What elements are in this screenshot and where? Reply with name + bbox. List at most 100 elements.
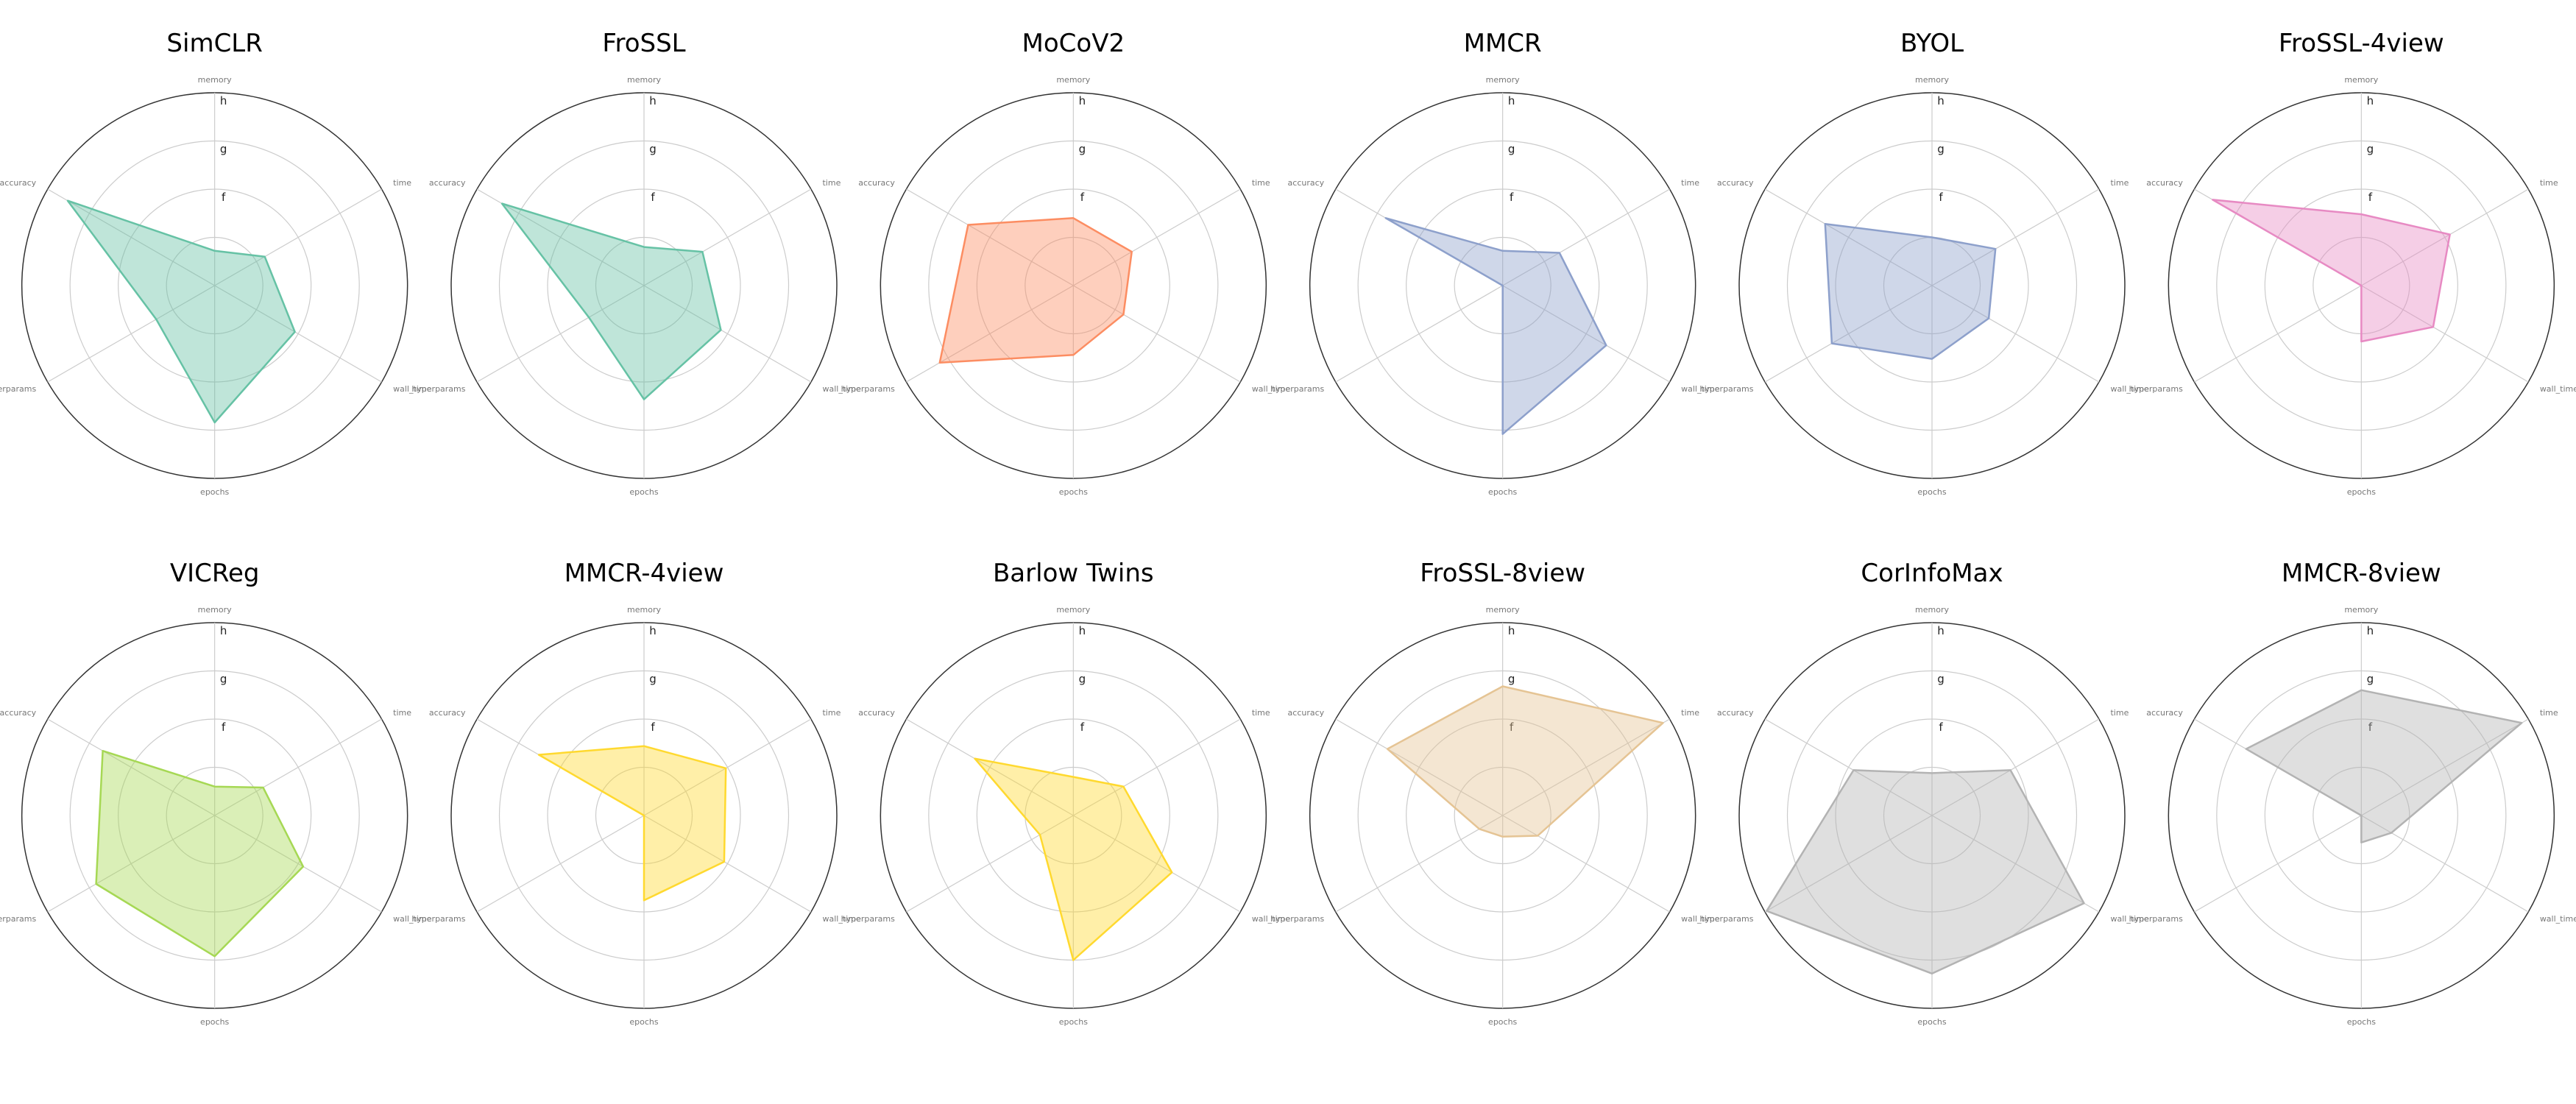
axis-spoke bbox=[214, 285, 382, 383]
ring-label: g bbox=[1079, 673, 1086, 686]
axis-spoke bbox=[906, 188, 1074, 286]
axis-spoke bbox=[1502, 718, 1670, 816]
axis-spoke bbox=[1502, 285, 1670, 383]
panel-title: MoCoV2 bbox=[1022, 29, 1125, 58]
axis-label: accuracy bbox=[858, 178, 895, 188]
axis-label: epochs bbox=[1059, 1017, 1088, 1027]
ring-label: g bbox=[1508, 673, 1515, 686]
panel-title: FroSSL bbox=[602, 29, 685, 58]
axis-spoke bbox=[2361, 188, 2529, 286]
panel-title: FroSSL-8view bbox=[1420, 559, 1585, 588]
axis-label: time bbox=[1681, 708, 1699, 718]
axis-label: epochs bbox=[629, 1017, 658, 1027]
panel-title: MMCR bbox=[1464, 29, 1542, 58]
axis-spoke bbox=[1931, 718, 2100, 816]
axis-label: hyperparams bbox=[411, 384, 465, 394]
axis-label: epochs bbox=[1917, 1017, 1946, 1027]
axis-spoke bbox=[47, 188, 215, 286]
panel-title: VICReg bbox=[170, 559, 260, 588]
data-polygon bbox=[537, 745, 727, 902]
ring-label: g bbox=[220, 143, 227, 156]
axis-label: memory bbox=[198, 75, 232, 85]
ring-label: f bbox=[1080, 191, 1085, 204]
axis-label: wall_time bbox=[1252, 914, 1290, 924]
axis-spoke bbox=[476, 815, 645, 913]
ring-label: g bbox=[1937, 143, 1945, 156]
ring-label: g bbox=[1508, 143, 1515, 156]
ring-label: g bbox=[220, 673, 227, 686]
axis-label: memory bbox=[2344, 605, 2378, 615]
axis-label: accuracy bbox=[2146, 708, 2183, 718]
ring-label: h bbox=[649, 624, 657, 637]
ring-label: h bbox=[2367, 94, 2374, 107]
ring-label: h bbox=[649, 94, 657, 107]
axis-label: hyperparams bbox=[2129, 384, 2183, 394]
data-polygon bbox=[1384, 217, 1607, 435]
axis-spoke bbox=[214, 718, 382, 816]
axis-spoke bbox=[1764, 815, 1933, 913]
ring-label: h bbox=[1508, 94, 1515, 107]
axis-label: epochs bbox=[200, 487, 229, 497]
axis-label: memory bbox=[1486, 75, 1520, 85]
ring-label: f bbox=[2368, 721, 2373, 734]
axis-label: memory bbox=[627, 75, 661, 85]
axis-label: epochs bbox=[200, 1017, 229, 1027]
axis-spoke bbox=[1335, 815, 1503, 913]
axis-spoke bbox=[2194, 815, 2362, 913]
axis-spoke bbox=[214, 188, 382, 286]
axis-label: wall_time bbox=[393, 914, 431, 924]
axis-label: wall_time bbox=[393, 384, 431, 394]
ring-label: f bbox=[1080, 721, 1085, 734]
axis-label: accuracy bbox=[429, 708, 466, 718]
data-polygon bbox=[938, 217, 1133, 364]
axis-spoke bbox=[476, 285, 645, 383]
axis-label: hyperparams bbox=[1270, 384, 1324, 394]
axis-label: accuracy bbox=[429, 178, 466, 188]
data-polygon bbox=[500, 202, 722, 400]
axis-label: time bbox=[2540, 708, 2558, 718]
axis-label: memory bbox=[627, 605, 661, 615]
ring-label: f bbox=[1510, 721, 1514, 734]
axis-spoke bbox=[643, 718, 812, 816]
ring-label: f bbox=[651, 191, 655, 204]
axis-spoke bbox=[1502, 815, 1670, 913]
data-polygon bbox=[2212, 199, 2451, 343]
ring-label: g bbox=[649, 143, 657, 156]
axis-spoke bbox=[1764, 188, 1933, 286]
axis-spoke bbox=[1764, 285, 1933, 383]
axis-label: hyperparams bbox=[0, 384, 36, 394]
panel-title: FroSSL-4view bbox=[2279, 29, 2444, 58]
ring-label: f bbox=[222, 191, 226, 204]
axis-label: time bbox=[1252, 178, 1270, 188]
axis-label: wall_time bbox=[2540, 914, 2576, 924]
axis-label: memory bbox=[1915, 75, 1949, 85]
axis-spoke bbox=[1502, 188, 1670, 286]
ring-label: g bbox=[2367, 143, 2374, 156]
ring-label: h bbox=[1079, 624, 1086, 637]
axis-spoke bbox=[1931, 815, 2100, 913]
axis-label: hyperparams bbox=[2129, 914, 2183, 924]
axis-label: memory bbox=[1056, 75, 1090, 85]
axis-label: accuracy bbox=[1288, 708, 1325, 718]
axis-label: accuracy bbox=[0, 178, 37, 188]
axis-label: memory bbox=[1915, 605, 1949, 615]
panel-title: Barlow Twins bbox=[993, 559, 1154, 588]
axis-spoke bbox=[1073, 188, 1241, 286]
data-polygon bbox=[974, 757, 1173, 961]
axis-spoke bbox=[1335, 285, 1503, 383]
panel-title: MMCR-8view bbox=[2282, 559, 2441, 588]
axis-spoke bbox=[906, 285, 1074, 383]
axis-label: wall_time bbox=[822, 384, 860, 394]
axis-label: time bbox=[1681, 178, 1699, 188]
axis-label: wall_time bbox=[2110, 384, 2148, 394]
data-polygon bbox=[1824, 222, 1997, 360]
ring-label: f bbox=[651, 721, 655, 734]
axis-label: wall_time bbox=[2110, 914, 2148, 924]
